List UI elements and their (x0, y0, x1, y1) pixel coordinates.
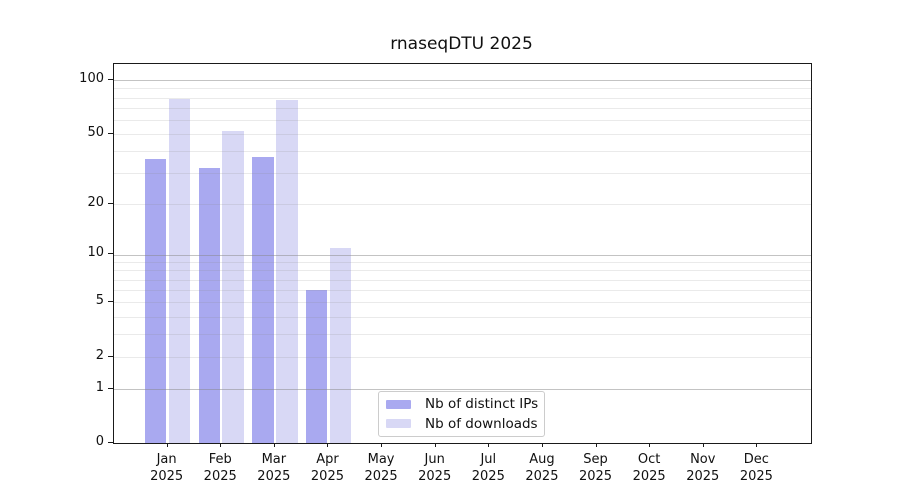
bar-distinct-ips-feb (198, 168, 221, 443)
chart-title: rnaseqDTU 2025 (390, 34, 533, 54)
y-tick-label-50: 50 (87, 124, 104, 140)
x-tick-label-apr: Apr 2025 (310, 452, 344, 484)
bar-downloads-apr (329, 247, 352, 443)
y-tick-2 (108, 356, 113, 357)
x-tick-aug (542, 443, 543, 447)
x-tick-jan (167, 443, 168, 447)
y-tick-label-20: 20 (87, 194, 104, 210)
y-tick-label-1: 1 (95, 379, 104, 395)
legend-item-distinct-ips: Nb of distinct IPs (386, 396, 539, 413)
plot-area (113, 63, 812, 444)
legend-item-downloads: Nb of downloads (386, 415, 538, 433)
x-tick-nov (703, 443, 704, 447)
bar-downloads-feb (222, 130, 244, 443)
gridline-4 (114, 316, 811, 318)
gridline-8 (114, 270, 811, 272)
x-tick-dec (756, 443, 757, 447)
x-tick-label-oct: Oct 2025 (632, 452, 666, 484)
legend-label-downloads: Nb of downloads (425, 415, 538, 432)
y-tick-1 (108, 388, 113, 389)
y-tick-0 (108, 442, 113, 443)
gridline-5 (114, 302, 811, 304)
gridline-2 (114, 356, 811, 358)
gridline-20 (114, 203, 811, 205)
gridline-7 (114, 279, 811, 281)
x-tick-label-jun: Jun 2025 (418, 452, 452, 484)
gridline-10 (114, 254, 811, 256)
x-tick-label-jul: Jul 2025 (471, 452, 505, 484)
gridline-70 (114, 107, 811, 109)
x-tick-oct (649, 443, 650, 447)
gridline-80 (114, 97, 811, 99)
bar-downloads-jan (168, 99, 191, 443)
y-tick-100 (108, 79, 113, 80)
legend: Nb of distinct IPs Nb of downloads (378, 391, 545, 437)
y-tick-20 (108, 203, 113, 204)
x-tick-mar (274, 443, 275, 447)
gridline-50 (114, 133, 811, 135)
x-tick-label-jan: Jan 2025 (150, 452, 184, 484)
gridline-6 (114, 290, 811, 291)
gridline-3 (114, 334, 811, 335)
x-tick-label-dec: Dec 2025 (739, 452, 773, 484)
x-tick-feb (220, 443, 221, 447)
legend-swatch-downloads (386, 419, 411, 429)
x-tick-may (381, 443, 382, 447)
x-tick-sep (596, 443, 597, 447)
legend-label-distinct-ips: Nb of distinct IPs (425, 396, 539, 413)
legend-swatch-distinct-ips (386, 399, 411, 409)
y-tick-label-0: 0 (95, 434, 104, 449)
x-tick-label-may: May 2025 (364, 452, 398, 484)
gridline-9 (114, 262, 811, 263)
x-tick-label-aug: Aug 2025 (525, 452, 559, 484)
bar-distinct-ips-mar (252, 157, 274, 443)
x-tick-jun (435, 443, 436, 447)
gridline-60 (114, 119, 811, 121)
bar-distinct-ips-apr (305, 290, 328, 443)
gridline-90 (114, 88, 811, 90)
y-tick-label-100: 100 (79, 71, 104, 87)
y-tick-5 (108, 301, 113, 302)
gridline-100 (114, 80, 811, 82)
y-tick-10 (108, 253, 113, 254)
x-tick-apr (327, 443, 328, 447)
gridline-1 (114, 388, 811, 390)
y-tick-label-2: 2 (95, 347, 104, 363)
x-tick-label-feb: Feb 2025 (203, 452, 237, 484)
gridline-40 (114, 151, 811, 152)
x-tick-jul (488, 443, 489, 447)
x-tick-label-nov: Nov 2025 (686, 452, 720, 484)
bar-distinct-ips-jan (144, 159, 167, 443)
gridline-30 (114, 173, 811, 174)
x-tick-label-sep: Sep 2025 (578, 452, 613, 484)
x-tick-label-mar: Mar 2025 (257, 452, 291, 484)
y-tick-label-5: 5 (95, 293, 104, 309)
y-tick-50 (108, 133, 113, 134)
bar-downloads-mar (276, 100, 298, 443)
y-tick-label-10: 10 (87, 245, 104, 261)
